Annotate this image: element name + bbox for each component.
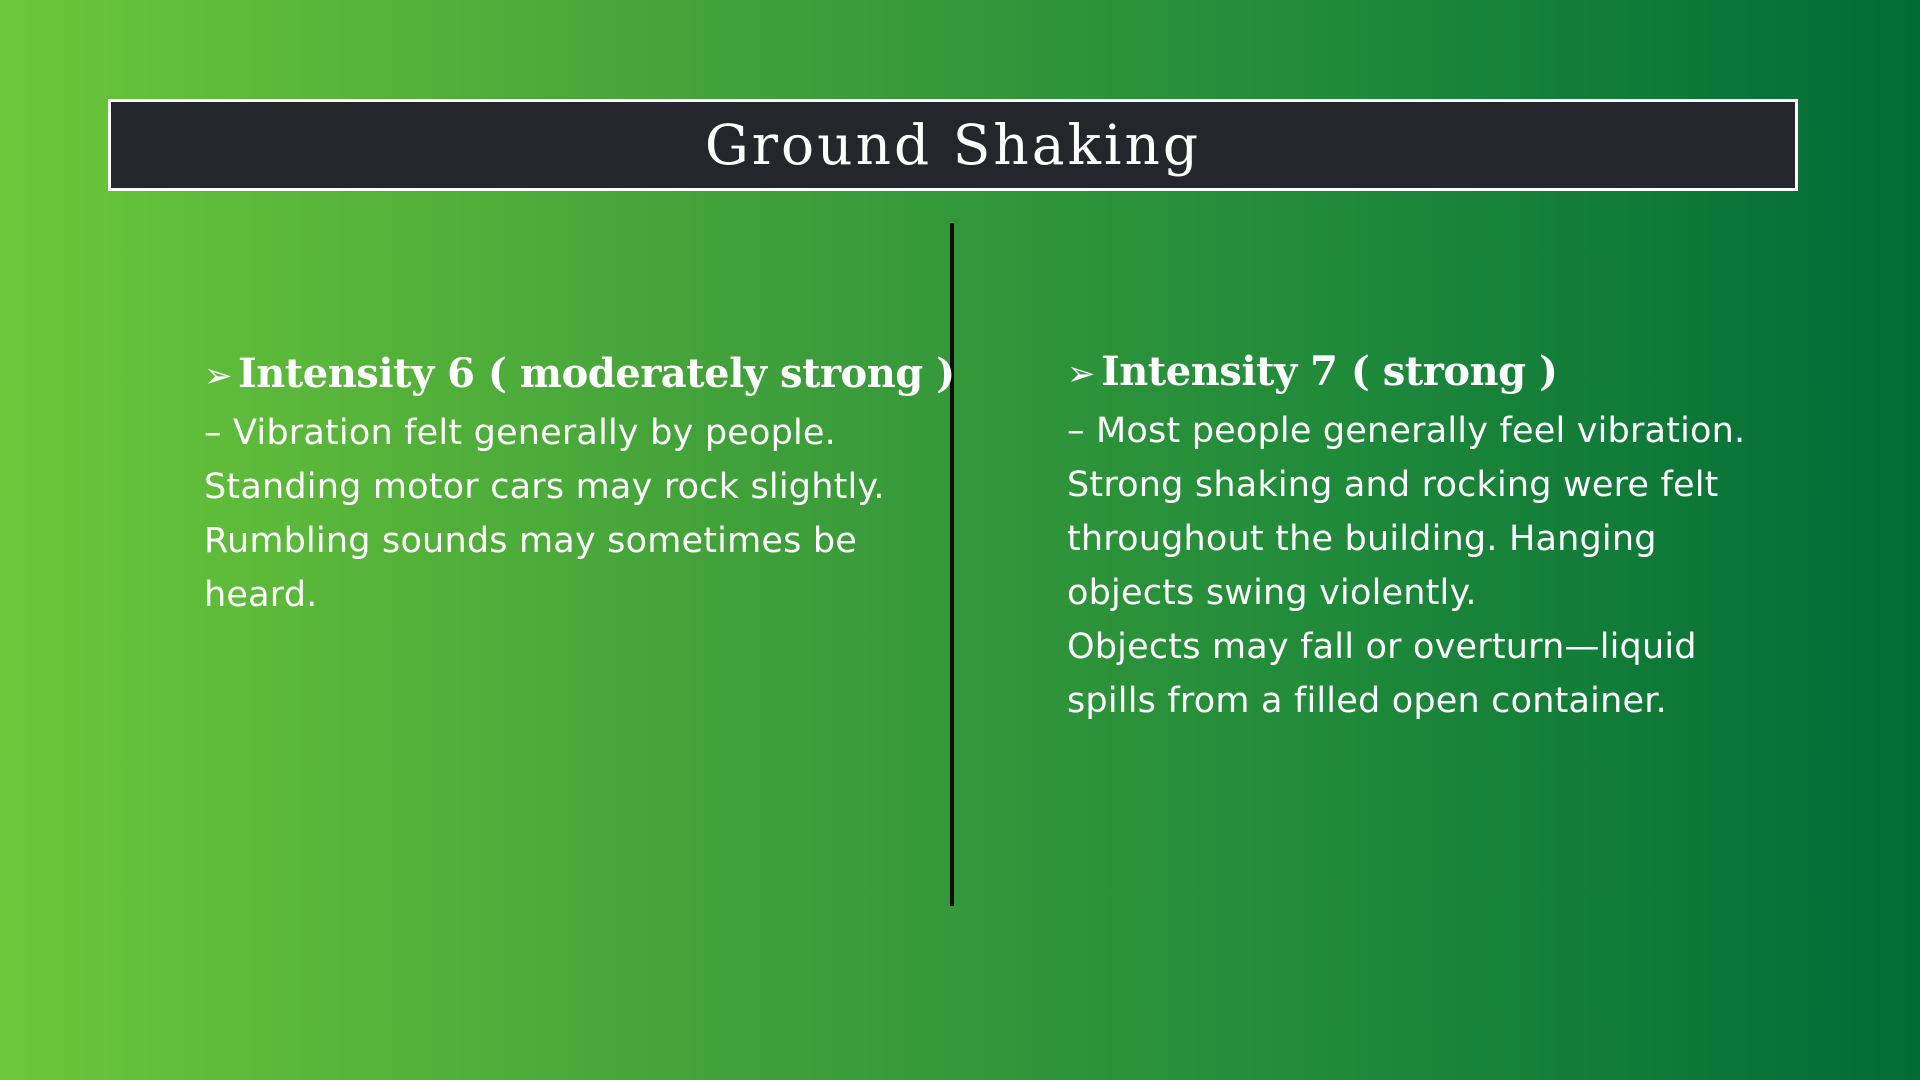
right-heading: ➢ Intensity 7 ( strong ) <box>1067 342 1787 404</box>
left-heading-text: Intensity 6 ( moderately strong ) <box>238 350 955 397</box>
right-heading-text: Intensity 7 ( strong ) <box>1101 348 1558 395</box>
left-column: ➢ Intensity 6 ( moderately strong ) – Vib… <box>204 344 955 622</box>
column-divider <box>950 223 954 906</box>
arrow-bullet-icon: ➢ <box>204 356 233 396</box>
left-heading: ➢ Intensity 6 ( moderately strong ) <box>204 344 955 406</box>
right-column: ➢ Intensity 7 ( strong ) – Most people ge… <box>1067 342 1787 728</box>
title-bar: Ground Shaking <box>108 99 1798 191</box>
right-paragraph: Objects may fall or overturn—liquid spil… <box>1067 627 1697 721</box>
right-description: – Most people generally feel vibration. … <box>1067 404 1787 728</box>
left-description: – Vibration felt generally by people. St… <box>204 406 924 622</box>
right-paragraph: – Most people generally feel vibration. … <box>1067 411 1746 613</box>
slide-title: Ground Shaking <box>704 112 1202 177</box>
arrow-bullet-icon: ➢ <box>1067 354 1096 394</box>
left-paragraph: – Vibration felt generally by people. St… <box>204 413 885 615</box>
